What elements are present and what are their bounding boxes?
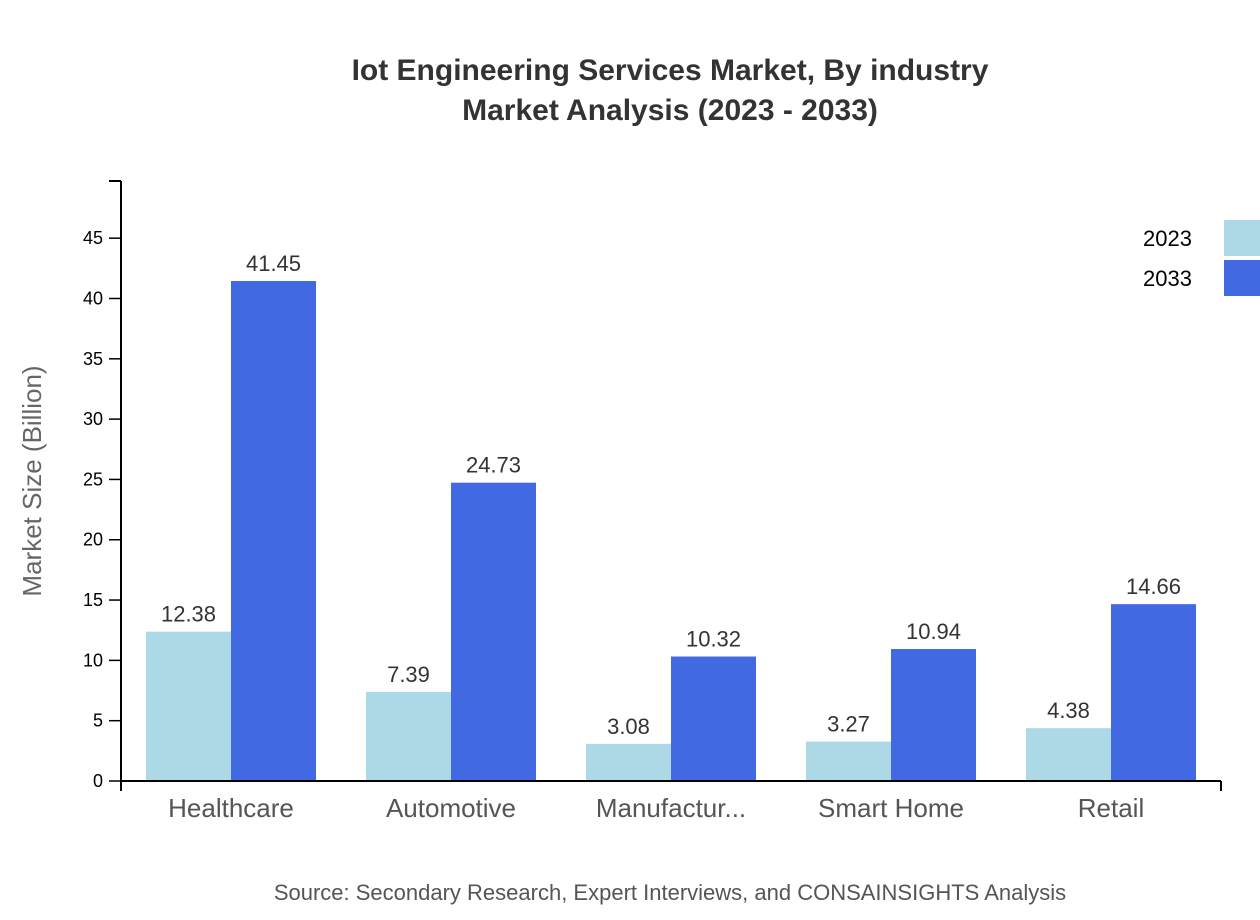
bar-2023-manufactur- xyxy=(586,743,671,781)
data-label: 7.39 xyxy=(387,662,430,687)
bar-2033-retail xyxy=(1111,604,1196,781)
data-label: 4.38 xyxy=(1047,698,1090,723)
legend-label-2023: 2023 xyxy=(1143,226,1192,251)
y-tick-label: 20 xyxy=(83,530,103,550)
x-tick-label: Automotive xyxy=(386,793,516,823)
bar-2023-smart-home xyxy=(806,741,891,781)
data-label: 14.66 xyxy=(1126,574,1181,599)
legend-label-2033: 2033 xyxy=(1143,266,1192,291)
data-label: 10.32 xyxy=(686,627,741,652)
bar-2023-automotive xyxy=(366,691,451,781)
data-label: 3.27 xyxy=(827,712,870,737)
y-tick-label: 10 xyxy=(83,650,103,670)
chart-title-line2: Market Analysis (2023 - 2033) xyxy=(462,94,878,127)
y-tick-label: 35 xyxy=(83,349,103,369)
chart-title-line1: Iot Engineering Services Market, By indu… xyxy=(352,54,989,87)
x-tick-label: Healthcare xyxy=(168,793,294,823)
legend-swatch-2033 xyxy=(1224,260,1260,296)
data-label: 10.94 xyxy=(906,619,961,644)
x-tick-label: Smart Home xyxy=(818,793,964,823)
y-tick-label: 15 xyxy=(83,590,103,610)
bar-2033-manufactur- xyxy=(671,656,756,781)
data-label: 41.45 xyxy=(246,251,301,276)
bar-2033-automotive xyxy=(451,482,536,781)
bar-2023-healthcare xyxy=(146,631,231,781)
x-tick-label: Manufactur... xyxy=(596,793,746,823)
data-label: 3.08 xyxy=(607,714,650,739)
y-tick-label: 40 xyxy=(83,288,103,308)
x-tick-label: Retail xyxy=(1078,793,1144,823)
bar-2023-retail xyxy=(1026,728,1111,781)
bar-2033-healthcare xyxy=(231,281,316,781)
legend-swatch-2023 xyxy=(1224,220,1260,256)
y-tick-label: 45 xyxy=(83,228,103,248)
data-label: 24.73 xyxy=(466,453,521,478)
data-label: 12.38 xyxy=(161,602,216,627)
y-tick-label: 5 xyxy=(93,711,103,731)
source-note: Source: Secondary Research, Expert Inter… xyxy=(274,880,1066,905)
bar-2033-smart-home xyxy=(891,649,976,781)
y-tick-label: 0 xyxy=(93,771,103,791)
y-tick-label: 30 xyxy=(83,409,103,429)
y-tick-label: 25 xyxy=(83,469,103,489)
y-axis-label: Market Size (Billion) xyxy=(17,365,47,596)
